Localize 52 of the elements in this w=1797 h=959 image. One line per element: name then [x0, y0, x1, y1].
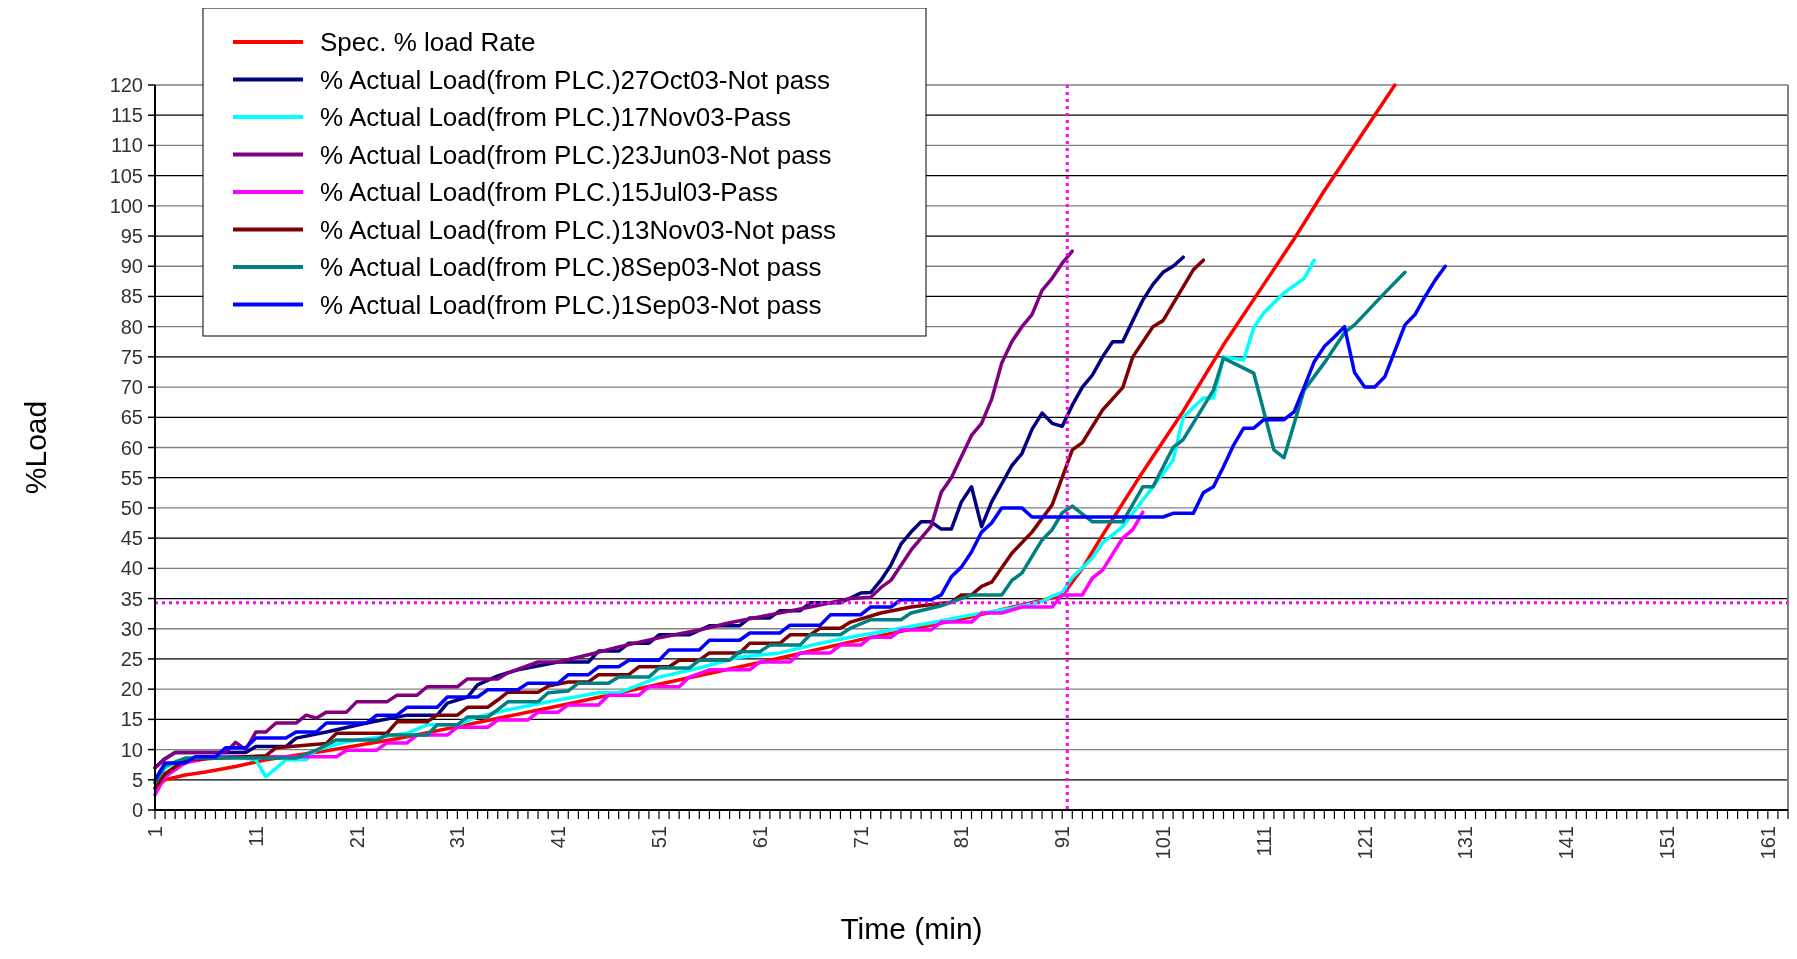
y-tick-label: 25 — [120, 647, 143, 670]
legend-label: % Actual Load(from PLC.)15Jul03-Pass — [320, 177, 779, 207]
y-tick-label: 90 — [120, 255, 143, 278]
x-tick-label: 1 — [144, 826, 166, 838]
y-tick-label: 15 — [120, 708, 143, 731]
legend-label: % Actual Load(from PLC.)17Nov03-Pass — [320, 102, 792, 132]
x-tick-label: 11 — [244, 826, 267, 847]
x-tick-label: 111 — [1252, 826, 1275, 857]
y-tick-label: 40 — [120, 557, 143, 580]
y-tick-label: 60 — [120, 436, 143, 459]
y-tick-label: 45 — [120, 527, 143, 550]
x-tick-label: 101 — [1152, 826, 1175, 860]
y-tick-label: 35 — [120, 587, 143, 610]
y-tick-label: 115 — [111, 104, 143, 127]
legend-label: % Actual Load(from PLC.)8Sep03-Not pass — [320, 252, 822, 282]
x-tick-label: 151 — [1656, 826, 1679, 860]
x-tick-label: 81 — [950, 826, 973, 849]
y-tick-label: 95 — [120, 225, 143, 248]
x-tick-label: 131 — [1454, 826, 1477, 860]
y-tick-label: 105 — [109, 164, 143, 187]
x-tick-label: 91 — [1051, 826, 1074, 849]
y-tick-label: 120 — [109, 74, 143, 96]
legend-label: % Actual Load(from PLC.)23Jun03-Not pass — [320, 139, 832, 170]
legend-label: % Actual Load(from PLC.)13Nov03-Not pass — [320, 214, 836, 245]
y-tick-label: 100 — [109, 194, 143, 217]
y-tick-label: 80 — [120, 315, 143, 338]
x-tick-label: 121 — [1353, 826, 1376, 860]
y-tick-label: 110 — [111, 134, 143, 157]
x-tick-label: 71 — [849, 826, 872, 849]
x-tick-label: 41 — [547, 826, 570, 849]
y-tick-label: 20 — [120, 678, 143, 701]
y-tick-label: 10 — [120, 738, 143, 761]
x-tick-label: 31 — [446, 826, 469, 849]
x-axis-title: Time (min) — [840, 912, 983, 945]
legend-label: Spec. % load Rate — [320, 27, 536, 57]
x-tick-label: 61 — [748, 826, 771, 849]
y-tick-label: 50 — [120, 496, 143, 519]
y-tick-label: 75 — [120, 345, 143, 368]
y-tick-label: 65 — [120, 406, 143, 429]
x-tick-label: 21 — [345, 826, 368, 849]
legend-label: % Actual Load(from PLC.)27Oct03-Not pass — [320, 64, 831, 95]
x-tick-label: 161 — [1756, 826, 1779, 860]
y-tick-label: 55 — [120, 466, 143, 489]
x-tick-label: 51 — [648, 826, 671, 849]
y-tick-label: 85 — [120, 285, 143, 308]
y-tick-label: 30 — [120, 617, 143, 640]
x-tick-label: 141 — [1555, 826, 1578, 860]
y-tick-label: 5 — [131, 768, 143, 791]
y-axis-title: %Load — [19, 400, 52, 495]
legend-label: % Actual Load(from PLC.)1Sep03-Not pass — [320, 289, 822, 320]
y-tick-label: 70 — [120, 376, 143, 399]
y-tick-label: 0 — [131, 799, 143, 821]
